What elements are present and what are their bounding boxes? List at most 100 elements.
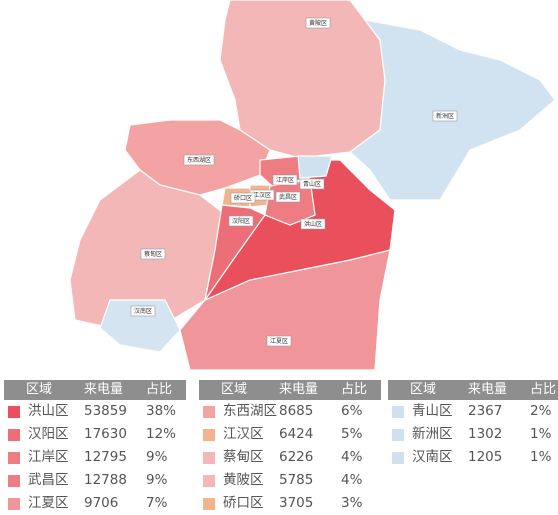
label-text: 洪山区 (304, 220, 322, 228)
cell: 9% (146, 449, 168, 465)
label-text: 青山区 (303, 180, 321, 188)
table-header: 区域 来电量 占比 (199, 380, 381, 400)
header-cell: 来电量 (468, 382, 508, 397)
region (349, 19, 556, 201)
label-box (272, 174, 298, 186)
label-text: 江夏区 (270, 338, 288, 345)
label-box (275, 191, 301, 203)
header-cell: 占比 (530, 382, 557, 397)
cell-text: 青山区 (412, 403, 453, 419)
cell: 38% (146, 403, 177, 419)
label-box (300, 218, 326, 230)
swatch (8, 474, 20, 487)
map-label: 新洲区 (432, 110, 458, 122)
table-header: 区域 来电量 占比 (388, 380, 558, 400)
cell: 江夏区 (4, 492, 84, 515)
label-box (230, 192, 256, 204)
table: 区域 来电量 占比 洪山区 53859 38% 汉阳区 17630 12% 江岸区 12795 9% 武… (4, 380, 186, 515)
label-text: 汉南区 (134, 307, 152, 315)
cell: 汉阳区 (4, 423, 84, 446)
header-cell: 区域 (26, 382, 53, 397)
label-text: 硚口区 (234, 195, 252, 202)
label-text: 江汉区 (253, 191, 271, 199)
header-cell: 区域 (221, 382, 248, 397)
map-label: 洪山区 (300, 218, 326, 230)
cell: 2% (530, 403, 552, 419)
label-box (299, 178, 325, 190)
cell: 3% (341, 495, 363, 511)
label-text: 东西湖区 (187, 156, 211, 164)
label-text: 黄陂区 (309, 19, 327, 27)
region (99, 299, 181, 353)
table: 区域 来电量 占比 青山区 2367 2% 新洲区 1302 1% 汉南区 1205 1% (388, 380, 558, 469)
header-cell: 来电量 (279, 382, 319, 397)
label-text: 蔡甸区 (144, 250, 162, 258)
cell-text: 江岸区 (28, 449, 69, 465)
cell: 53859 (84, 403, 127, 419)
map-label: 蔡甸区 (140, 248, 166, 260)
swatch (8, 405, 20, 418)
cell-text: 蔡甸区 (223, 449, 264, 465)
table: 区域 来电量 占比 东西湖区 8685 6% 江汉区 6424 5% 蔡甸区 6226 4% 黄陂区 57… (199, 380, 381, 515)
swatch (392, 405, 404, 418)
label-text: 武昌区 (279, 193, 297, 201)
cell: 9% (146, 472, 168, 488)
map-label: 江夏区 (266, 335, 292, 347)
table-row: 江夏区 9706 7% (4, 492, 186, 515)
label-text: 汉阳区 (232, 217, 250, 225)
cell: 1% (530, 426, 552, 442)
header-cell: 占比 (341, 382, 368, 397)
label-box (432, 110, 458, 122)
cell-text: 江汉区 (223, 426, 264, 442)
map-label: 武昌区 (275, 191, 301, 203)
swatch (203, 474, 215, 487)
cell: 17630 (84, 426, 127, 442)
cell: 6424 (279, 426, 314, 442)
swatch (8, 428, 20, 441)
cell: 江岸区 (4, 446, 84, 469)
header-cell: 区域 (410, 382, 437, 397)
label-box (266, 335, 292, 347)
map-label: 硚口区 (230, 192, 256, 204)
header-cell: 占比 (146, 382, 173, 397)
map-label: 黄陂区 (305, 17, 331, 29)
header-cell: 来电量 (84, 382, 124, 397)
cell-text: 汉阳区 (28, 426, 69, 442)
table-row: 洪山区 53859 38% (4, 400, 186, 423)
label-text: 新洲区 (436, 112, 454, 120)
label-text: 江岸区 (276, 177, 294, 184)
cell-text: 新洲区 (412, 426, 453, 442)
label-box (305, 17, 331, 29)
swatch (203, 497, 215, 510)
cell: 洪山区 (4, 400, 84, 423)
table-row: 硚口区 3705 3% (199, 492, 381, 515)
cell: 5785 (279, 472, 314, 488)
cell: 8685 (279, 403, 314, 419)
label-box (183, 154, 215, 166)
cell-text: 江夏区 (28, 495, 69, 511)
map-label: 汉南区 (130, 305, 156, 317)
cell: 2367 (468, 403, 503, 419)
cell-text: 东西湖区 (223, 403, 277, 419)
label-box (228, 215, 254, 227)
table-row: 蔡甸区 6226 4% (199, 446, 381, 469)
cell-text: 黄陂区 (223, 472, 264, 488)
cell-text: 硚口区 (223, 495, 264, 511)
cell: 4% (341, 449, 363, 465)
table-row: 东西湖区 8685 6% (199, 400, 381, 423)
cell-text: 洪山区 (28, 403, 69, 419)
cell: 江汉区 (199, 423, 279, 446)
swatch (203, 451, 215, 464)
swatch (392, 428, 404, 441)
table-row: 江岸区 12795 9% (4, 446, 186, 469)
table-row: 武昌区 12788 9% (4, 469, 186, 492)
table-header: 区域 来电量 占比 (4, 380, 186, 400)
cell: 9706 (84, 495, 119, 511)
cell: 1% (530, 449, 552, 465)
swatch (203, 405, 215, 418)
cell-text: 武昌区 (28, 472, 69, 488)
swatch (203, 428, 215, 441)
map-label: 汉阳区 (228, 215, 254, 227)
cell: 青山区 (388, 400, 468, 423)
